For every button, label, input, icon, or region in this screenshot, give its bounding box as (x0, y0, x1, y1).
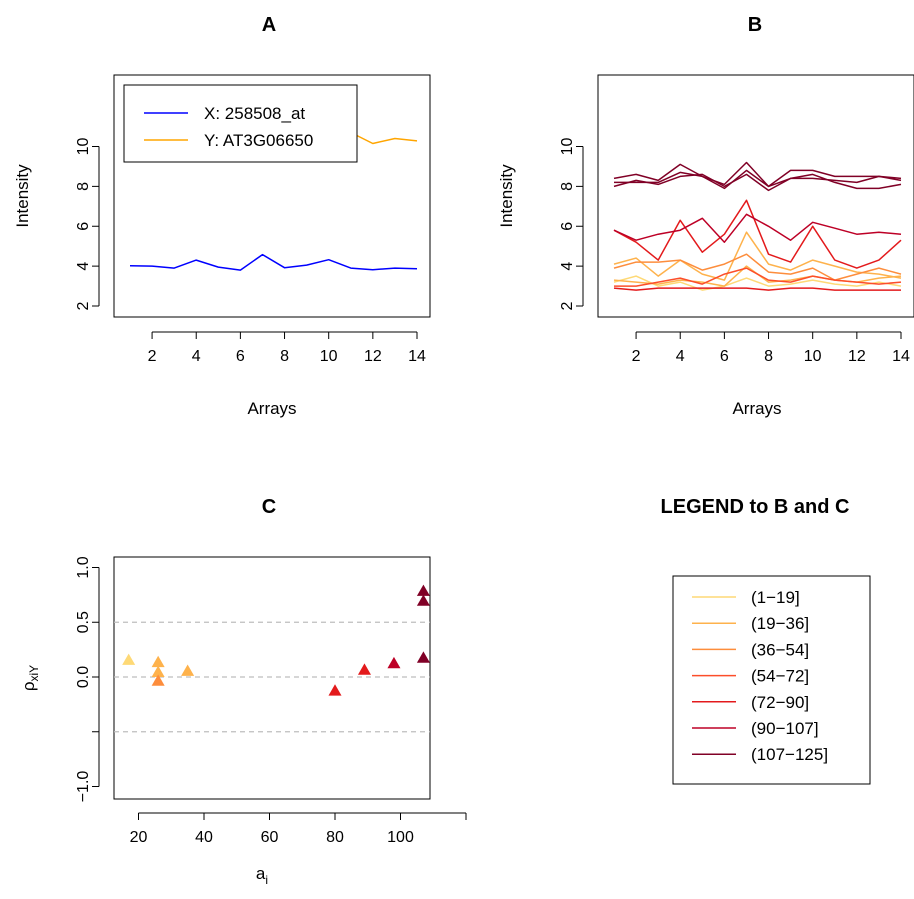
panel-c-point-8 (387, 656, 401, 669)
panel-a-legend: X: 258508_at Y: AT3G06650 (123, 84, 358, 163)
panel-b-x-tick-label: 8 (764, 348, 773, 365)
legend-b-c-title: LEGEND to B and C (661, 496, 850, 518)
panel-b-x-tick-label: 10 (804, 348, 822, 365)
panel-b-series-line-8 (613, 213, 902, 243)
panel-c-point-5 (181, 664, 195, 676)
panel-b-series-line-6 (613, 287, 901, 291)
panel-b-x-tick-label: 14 (892, 348, 910, 365)
panel-c-y-label: ρxiY (19, 665, 41, 691)
panel-a-title: A (262, 14, 276, 36)
panel-b-y-label: Intensity (497, 164, 516, 228)
legend-b-c-label-6: (90−107] (751, 719, 819, 738)
panel-c-point-4 (151, 674, 165, 686)
panel-c-y-label-sub: xiY (27, 665, 41, 682)
panel-a-legend-label-y: Y: AT3G06650 (204, 131, 313, 150)
panel-c-y-axis: −1.0 0.0 0.5 1.0 (75, 556, 100, 803)
panel-c-x-label-main: a (256, 864, 266, 883)
panel-b-y-axis: 2 4 6 8 10 (559, 138, 584, 310)
panel-b-series-line-9 (613, 173, 902, 192)
panel-c-y-tick-label: −1.0 (75, 771, 92, 803)
panel-b-y-tick-label: 4 (559, 262, 576, 271)
panel-c-x-tick-label: 40 (195, 829, 213, 846)
panel-a-series-line-1 (129, 253, 418, 271)
panel-b-series-line-3 (613, 231, 902, 281)
panel-a-plot-frame (113, 74, 431, 318)
panel-b-y-tick-label: 8 (559, 182, 576, 191)
panel-b-series-line-4 (613, 253, 902, 281)
panel-c-point-6 (328, 684, 342, 696)
panel-c-x-label-sub: i (265, 873, 268, 887)
panel-c-y-tick-label: 0.0 (75, 666, 92, 688)
panel-a-legend-label-x: X: 258508_at (204, 104, 305, 123)
panel-b-x-tick-label: 12 (848, 348, 866, 365)
panel-c-y-tick-label: 0.5 (75, 611, 92, 633)
legend-b-c-label-4: (54−72] (751, 667, 809, 686)
panel-c-x-tick-label: 100 (387, 829, 414, 846)
panel-c-point-1 (122, 653, 136, 665)
panel-a-x-tick-label: 4 (192, 348, 201, 365)
panel-b-series-line-5 (614, 267, 902, 287)
panel-a-x-tick-label: 10 (320, 348, 338, 365)
legend-b-c-label-7: (107−125] (751, 745, 828, 764)
panel-b-x-label: Arrays (732, 399, 781, 418)
panel-c-y-tick-label: 1.0 (75, 556, 92, 578)
panel-b-series-line-10 (614, 169, 902, 190)
panel-b-y-tick-label: 6 (559, 222, 576, 231)
panel-c-point-11 (416, 584, 430, 596)
legend-b-c-label-1: (1−19] (751, 588, 800, 607)
panel-c-plot-frame (113, 556, 431, 800)
panel-a-y-tick-label: 8 (75, 182, 92, 191)
panel-c-point-2 (151, 655, 165, 668)
panel-b-series-line-11 (613, 161, 902, 190)
panel-b-series (613, 161, 902, 291)
panel-c-point-7 (357, 663, 371, 675)
panel-a-y-tick-label: 10 (75, 138, 92, 156)
panel-a-y-tick-label: 6 (75, 222, 92, 231)
panel-b-x-axis: 2 4 6 8 10 12 14 (632, 331, 910, 365)
panel-b-y-tick-label: 10 (559, 138, 576, 156)
panel-c: C 20 40 60 80 100 −1.0 0.0 0.5 1.0 ai ρxiY (19, 496, 467, 887)
panel-b-x-tick-label: 4 (676, 348, 685, 365)
panel-a-y-label: Intensity (13, 164, 32, 228)
panel-c-x-label: ai (256, 864, 268, 887)
panel-a-x-tick-label: 12 (364, 348, 382, 365)
panel-c-x-tick-label: 60 (261, 829, 279, 846)
panel-a-x-tick-label: 6 (236, 348, 245, 365)
panel-c-x-tick-label: 80 (326, 829, 344, 846)
panel-a-x-tick-label: 14 (408, 348, 426, 365)
panel-a-x-axis: 2 4 6 8 10 12 14 (148, 331, 426, 365)
panel-c-point-3 (151, 665, 165, 677)
legend-b-c-label-2: (19−36] (751, 614, 809, 633)
panel-a-x-tick-label: 2 (148, 348, 157, 365)
panel-b-x-tick-label: 2 (632, 348, 641, 365)
panel-b-series-line-7 (613, 199, 902, 269)
panel-b-y-tick-label: 2 (559, 301, 576, 310)
panel-a-x-label: Arrays (247, 399, 296, 418)
panel-a-y-axis: 2 4 6 8 10 (75, 138, 100, 310)
panel-c-point-9 (416, 651, 430, 663)
legend-b-c-box (672, 575, 871, 785)
panel-b-title: B (748, 14, 762, 36)
panel-c-reference-lines (114, 621, 430, 733)
legend-b-c-label-5: (72−90] (751, 693, 809, 712)
panel-c-x-tick-label: 20 (130, 829, 148, 846)
panel-c-points (122, 584, 430, 696)
panel-a-x-tick-label: 8 (280, 348, 289, 365)
panel-c-point-10 (416, 594, 430, 606)
panel-a-y-tick-label: 2 (75, 301, 92, 310)
panel-a-legend-box (123, 84, 358, 163)
panel-c-y-label-main: ρ (19, 682, 38, 692)
panel-a: A 2 4 6 8 10 12 14 2 4 6 8 10 Arrays Intensity X: … (13, 14, 431, 418)
panel-b-plot-frame (597, 74, 914, 318)
panel-a-y-tick-label: 4 (75, 262, 92, 271)
panel-c-x-axis: 20 40 60 80 100 (130, 812, 467, 846)
legend-b-c: LEGEND to B and C (1−19] (19−36] (36−54] (5… (661, 496, 871, 785)
panel-b-x-tick-label: 6 (720, 348, 729, 365)
legend-b-c-label-3: (36−54] (751, 640, 809, 659)
legend-b-c-items: (1−19] (19−36] (36−54] (54−72] (72−90] (90−10… (692, 588, 828, 764)
panel-b: B 2 4 6 8 10 12 14 2 4 6 8 10 Arrays Intensity (497, 14, 914, 418)
panel-b-series-line-1 (613, 275, 902, 291)
panel-c-title: C (262, 496, 276, 518)
